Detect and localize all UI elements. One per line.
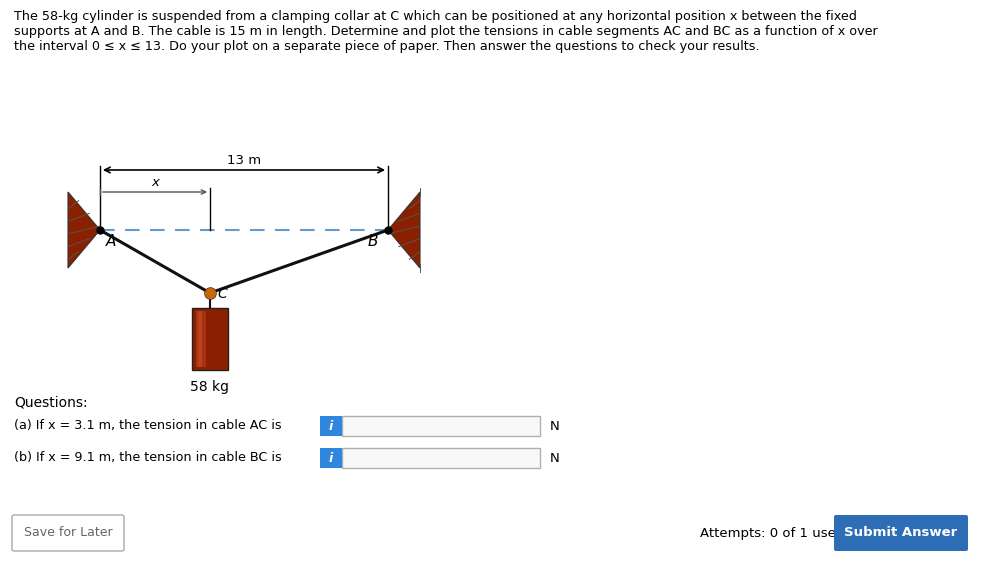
Text: N: N [550, 452, 560, 465]
Text: i: i [329, 419, 333, 433]
Bar [320, 416, 342, 436]
Polygon shape [388, 192, 420, 268]
Text: supports at A and B. The cable is 15 m in length. Determine and plot the tension: supports at A and B. The cable is 15 m i… [14, 25, 878, 38]
Text: B: B [368, 234, 379, 249]
Text: (a) If x = 3.1 m, the tension in cable AC is: (a) If x = 3.1 m, the tension in cable A… [14, 419, 282, 433]
Bar [196, 311, 206, 367]
Text: 13 m: 13 m [226, 154, 261, 167]
Bar [192, 308, 228, 370]
Text: Attempts: 0 of 1 used: Attempts: 0 of 1 used [700, 526, 845, 540]
Bar [198, 311, 202, 367]
Text: the interval 0 ≤ x ≤ 13. Do your plot on a separate piece of paper. Then answer : the interval 0 ≤ x ≤ 13. Do your plot on… [14, 40, 760, 53]
Text: A: A [106, 234, 117, 249]
Bar [342, 416, 540, 436]
Polygon shape [68, 192, 100, 268]
Bar [320, 448, 342, 468]
Bar [342, 448, 540, 468]
Text: x: x [151, 176, 159, 189]
Text: (b) If x = 9.1 m, the tension in cable BC is: (b) If x = 9.1 m, the tension in cable B… [14, 452, 282, 465]
Text: C: C [217, 287, 226, 301]
FancyBboxPatch shape [834, 515, 968, 551]
Text: 58 kg: 58 kg [191, 380, 229, 394]
Text: N: N [550, 419, 560, 433]
Text: Save for Later: Save for Later [24, 526, 113, 540]
Text: i: i [329, 452, 333, 465]
Text: The 58-kg cylinder is suspended from a clamping collar at C which can be positio: The 58-kg cylinder is suspended from a c… [14, 10, 856, 23]
Text: Questions:: Questions: [14, 396, 88, 410]
Text: Submit Answer: Submit Answer [845, 526, 957, 540]
FancyBboxPatch shape [12, 515, 124, 551]
